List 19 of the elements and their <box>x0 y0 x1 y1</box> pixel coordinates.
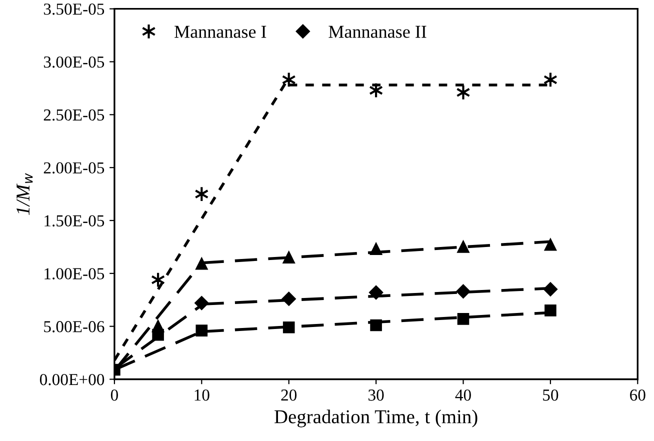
x-tick-label: 50 <box>543 389 558 401</box>
x-tick-label: 30 <box>368 389 384 401</box>
y-tick-label: 3.50E-05 <box>44 4 104 15</box>
x-tick-label: 10 <box>194 389 210 401</box>
y-tick-label: 2.50E-05 <box>44 109 104 121</box>
y-tick-label: 1.00E-05 <box>44 268 104 280</box>
y-tick-label: 3.00E-05 <box>44 56 104 68</box>
x-tick-label: 20 <box>281 389 297 401</box>
x-axis-title: Degradation Time, t (min) <box>274 410 478 428</box>
legend-label: Mannanase I <box>174 26 266 38</box>
y-tick-label: 1.50E-05 <box>44 215 104 227</box>
legend-label: Mannanase II <box>328 26 426 38</box>
y-tick-label: 5.00E-06 <box>44 321 104 332</box>
y-tick-label: 0.00E+00 <box>40 374 104 386</box>
y-tick-label: 2.00E-05 <box>44 162 104 174</box>
x-tick-label: 40 <box>455 389 471 401</box>
x-tick-label: 60 <box>630 389 646 401</box>
x-tick-label: 0 <box>110 389 118 401</box>
y-axis-title: 1/M$_{w}$ <box>16 173 33 216</box>
